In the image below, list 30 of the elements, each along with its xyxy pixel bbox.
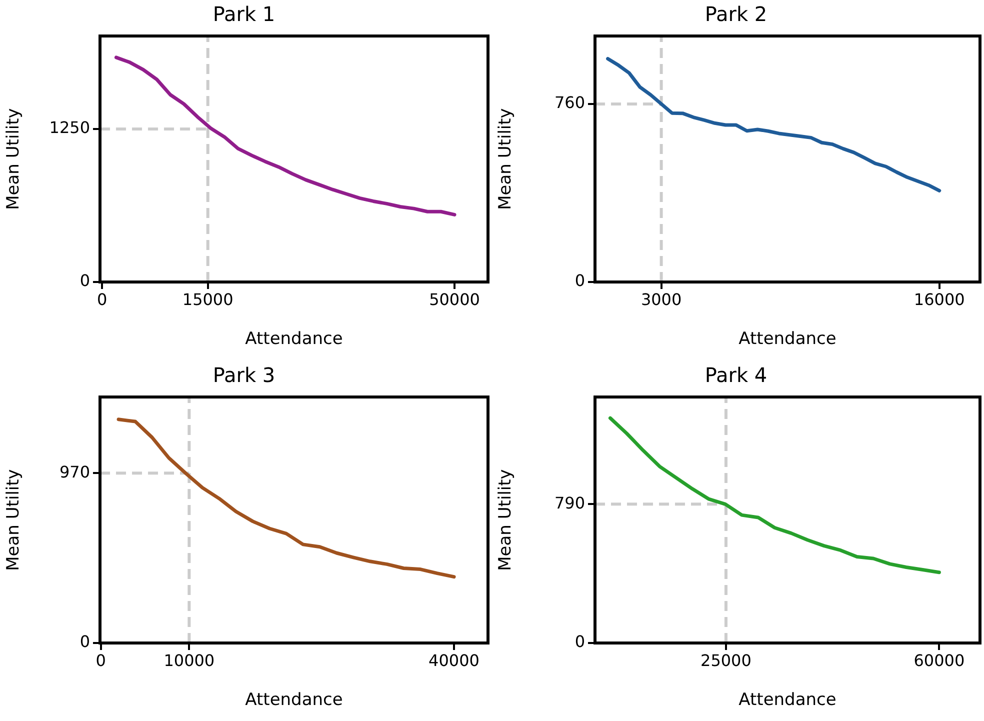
y-tick-label: 0 [574,632,585,652]
y-axis-title: Mean Utility [4,469,24,571]
x-tick-label: 3000 [640,290,682,309]
chart-title: Park 4 [704,363,768,388]
x-tick-label: 50000 [429,290,480,309]
x-axis-title: Attendance [738,329,836,350]
x-tick-label: 10000 [164,650,215,670]
x-tick-label: 15000 [182,290,234,309]
y-tick-label: 970 [59,462,90,482]
y-tick-label: 0 [80,632,90,652]
x-axis-title: Attendance [245,690,343,710]
y-axis-title: Mean Utility [496,108,516,210]
x-tick-label: 0 [97,290,108,309]
y-tick-label: 790 [554,493,585,512]
x-tick-label: 40000 [428,650,480,670]
y-tick-label: 760 [554,93,585,112]
chart-title: Park 2 [704,2,768,26]
chart-title: Park 1 [212,2,276,26]
x-axis-title: Attendance [245,329,343,350]
x-tick-label: 60000 [914,650,965,670]
x-tick-label: 25000 [700,650,752,670]
x-tick-label: 16000 [914,290,965,309]
x-axis-title: Attendance [738,690,836,710]
x-tick-label: 0 [96,650,106,670]
y-tick-label: 0 [80,271,90,290]
y-tick-label: 1250 [49,118,90,138]
y-axis-title: Mean Utility [4,108,24,210]
chart-title: Park 3 [212,363,276,388]
y-tick-label: 0 [574,271,585,290]
y-axis-title: Mean Utility [496,469,516,571]
